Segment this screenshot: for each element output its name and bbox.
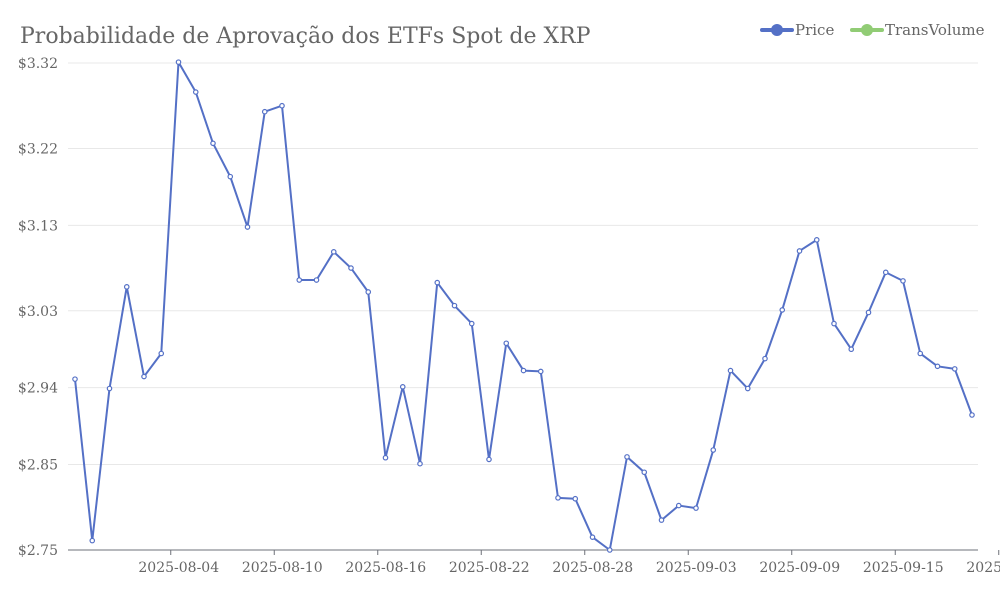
data-point — [951, 366, 958, 372]
data-point — [486, 456, 492, 463]
y-tick-label: $3.32 — [18, 56, 58, 72]
data-point — [693, 505, 699, 511]
data-point — [313, 277, 320, 283]
data-point — [917, 350, 924, 357]
data-point — [261, 108, 268, 115]
data-point — [900, 278, 906, 284]
data-point — [89, 537, 96, 544]
legend-marker-dot — [861, 24, 873, 36]
data-point — [227, 173, 234, 180]
legend-item-price[interactable]: Price — [760, 21, 834, 39]
legend-label: Price — [795, 21, 834, 39]
x-tick-label: 2025-08-28 — [552, 560, 633, 576]
y-tick-label: $3.13 — [18, 218, 58, 234]
data-point — [210, 140, 216, 147]
chart-title: Probabilidade de Aprovação dos ETFs Spot… — [20, 24, 591, 49]
legend-marker-dot — [771, 24, 783, 36]
legend-label: TransVolume — [885, 21, 985, 39]
data-point — [72, 376, 78, 382]
data-point — [710, 447, 717, 453]
data-point — [882, 269, 889, 276]
series-group — [72, 59, 975, 553]
data-point — [468, 320, 475, 327]
y-tick-label: $2.85 — [18, 458, 58, 474]
data-point — [192, 89, 199, 95]
data-point — [555, 495, 561, 501]
data-point — [503, 340, 510, 347]
data-point — [123, 284, 130, 290]
y-tick-label: $3.22 — [18, 141, 58, 157]
x-tick-label: 2025-09-15 — [863, 560, 944, 576]
data-point — [934, 363, 941, 370]
data-point — [572, 495, 579, 502]
x-tick-label: 2025-09-21 — [966, 560, 1000, 576]
series-line-price — [74, 61, 973, 551]
data-point — [537, 368, 544, 375]
data-point — [813, 237, 820, 243]
data-point — [641, 469, 648, 476]
data-point — [296, 277, 303, 283]
data-point — [434, 279, 441, 286]
x-tick-label: 2025-08-04 — [138, 560, 219, 576]
y-tick-label: $2.75 — [18, 543, 58, 559]
legend: Price TransVolume — [760, 21, 985, 39]
data-point — [796, 248, 803, 254]
x-tick-label: 2025-09-09 — [759, 560, 840, 576]
x-tick-label: 2025-08-22 — [449, 560, 530, 576]
data-point — [675, 502, 682, 509]
data-point — [969, 412, 975, 418]
data-point — [417, 460, 423, 467]
data-point — [589, 534, 596, 540]
data-point — [779, 307, 786, 313]
data-point — [382, 454, 389, 461]
x-axis-ticks: 2025-08-04 2025-08-10 2025-08-16 2025-08-22… — [138, 550, 1000, 576]
data-point — [762, 355, 768, 362]
data-point — [848, 346, 855, 353]
data-point — [744, 385, 751, 392]
x-tick-label: 2025-08-16 — [345, 560, 426, 576]
data-point — [399, 384, 406, 390]
data-point — [141, 373, 147, 380]
x-tick-label: 2025-08-10 — [242, 560, 323, 576]
data-point — [831, 320, 837, 327]
y-axis-ticks: $2.75 $2.85 $2.94 $3.03 $3.13 $3.22 $3.32 — [18, 56, 58, 559]
y-tick-label: $3.03 — [18, 304, 58, 320]
x-tick-label: 2025-09-03 — [656, 560, 737, 576]
data-point — [658, 517, 665, 523]
legend-item-transvolume[interactable]: TransVolume — [850, 21, 985, 39]
data-point — [330, 249, 337, 255]
data-point — [175, 59, 182, 65]
data-point — [106, 385, 113, 392]
data-point — [520, 367, 527, 374]
data-point — [348, 265, 354, 271]
data-point — [606, 547, 613, 553]
data-point — [365, 289, 372, 295]
data-point — [279, 102, 285, 109]
data-point — [158, 350, 165, 357]
data-point — [244, 224, 251, 230]
grid-lines — [68, 62, 978, 551]
data-point — [624, 454, 630, 460]
y-tick-label: $2.94 — [18, 381, 58, 397]
data-point — [451, 302, 458, 309]
data-point — [865, 309, 872, 316]
data-point — [727, 367, 734, 374]
